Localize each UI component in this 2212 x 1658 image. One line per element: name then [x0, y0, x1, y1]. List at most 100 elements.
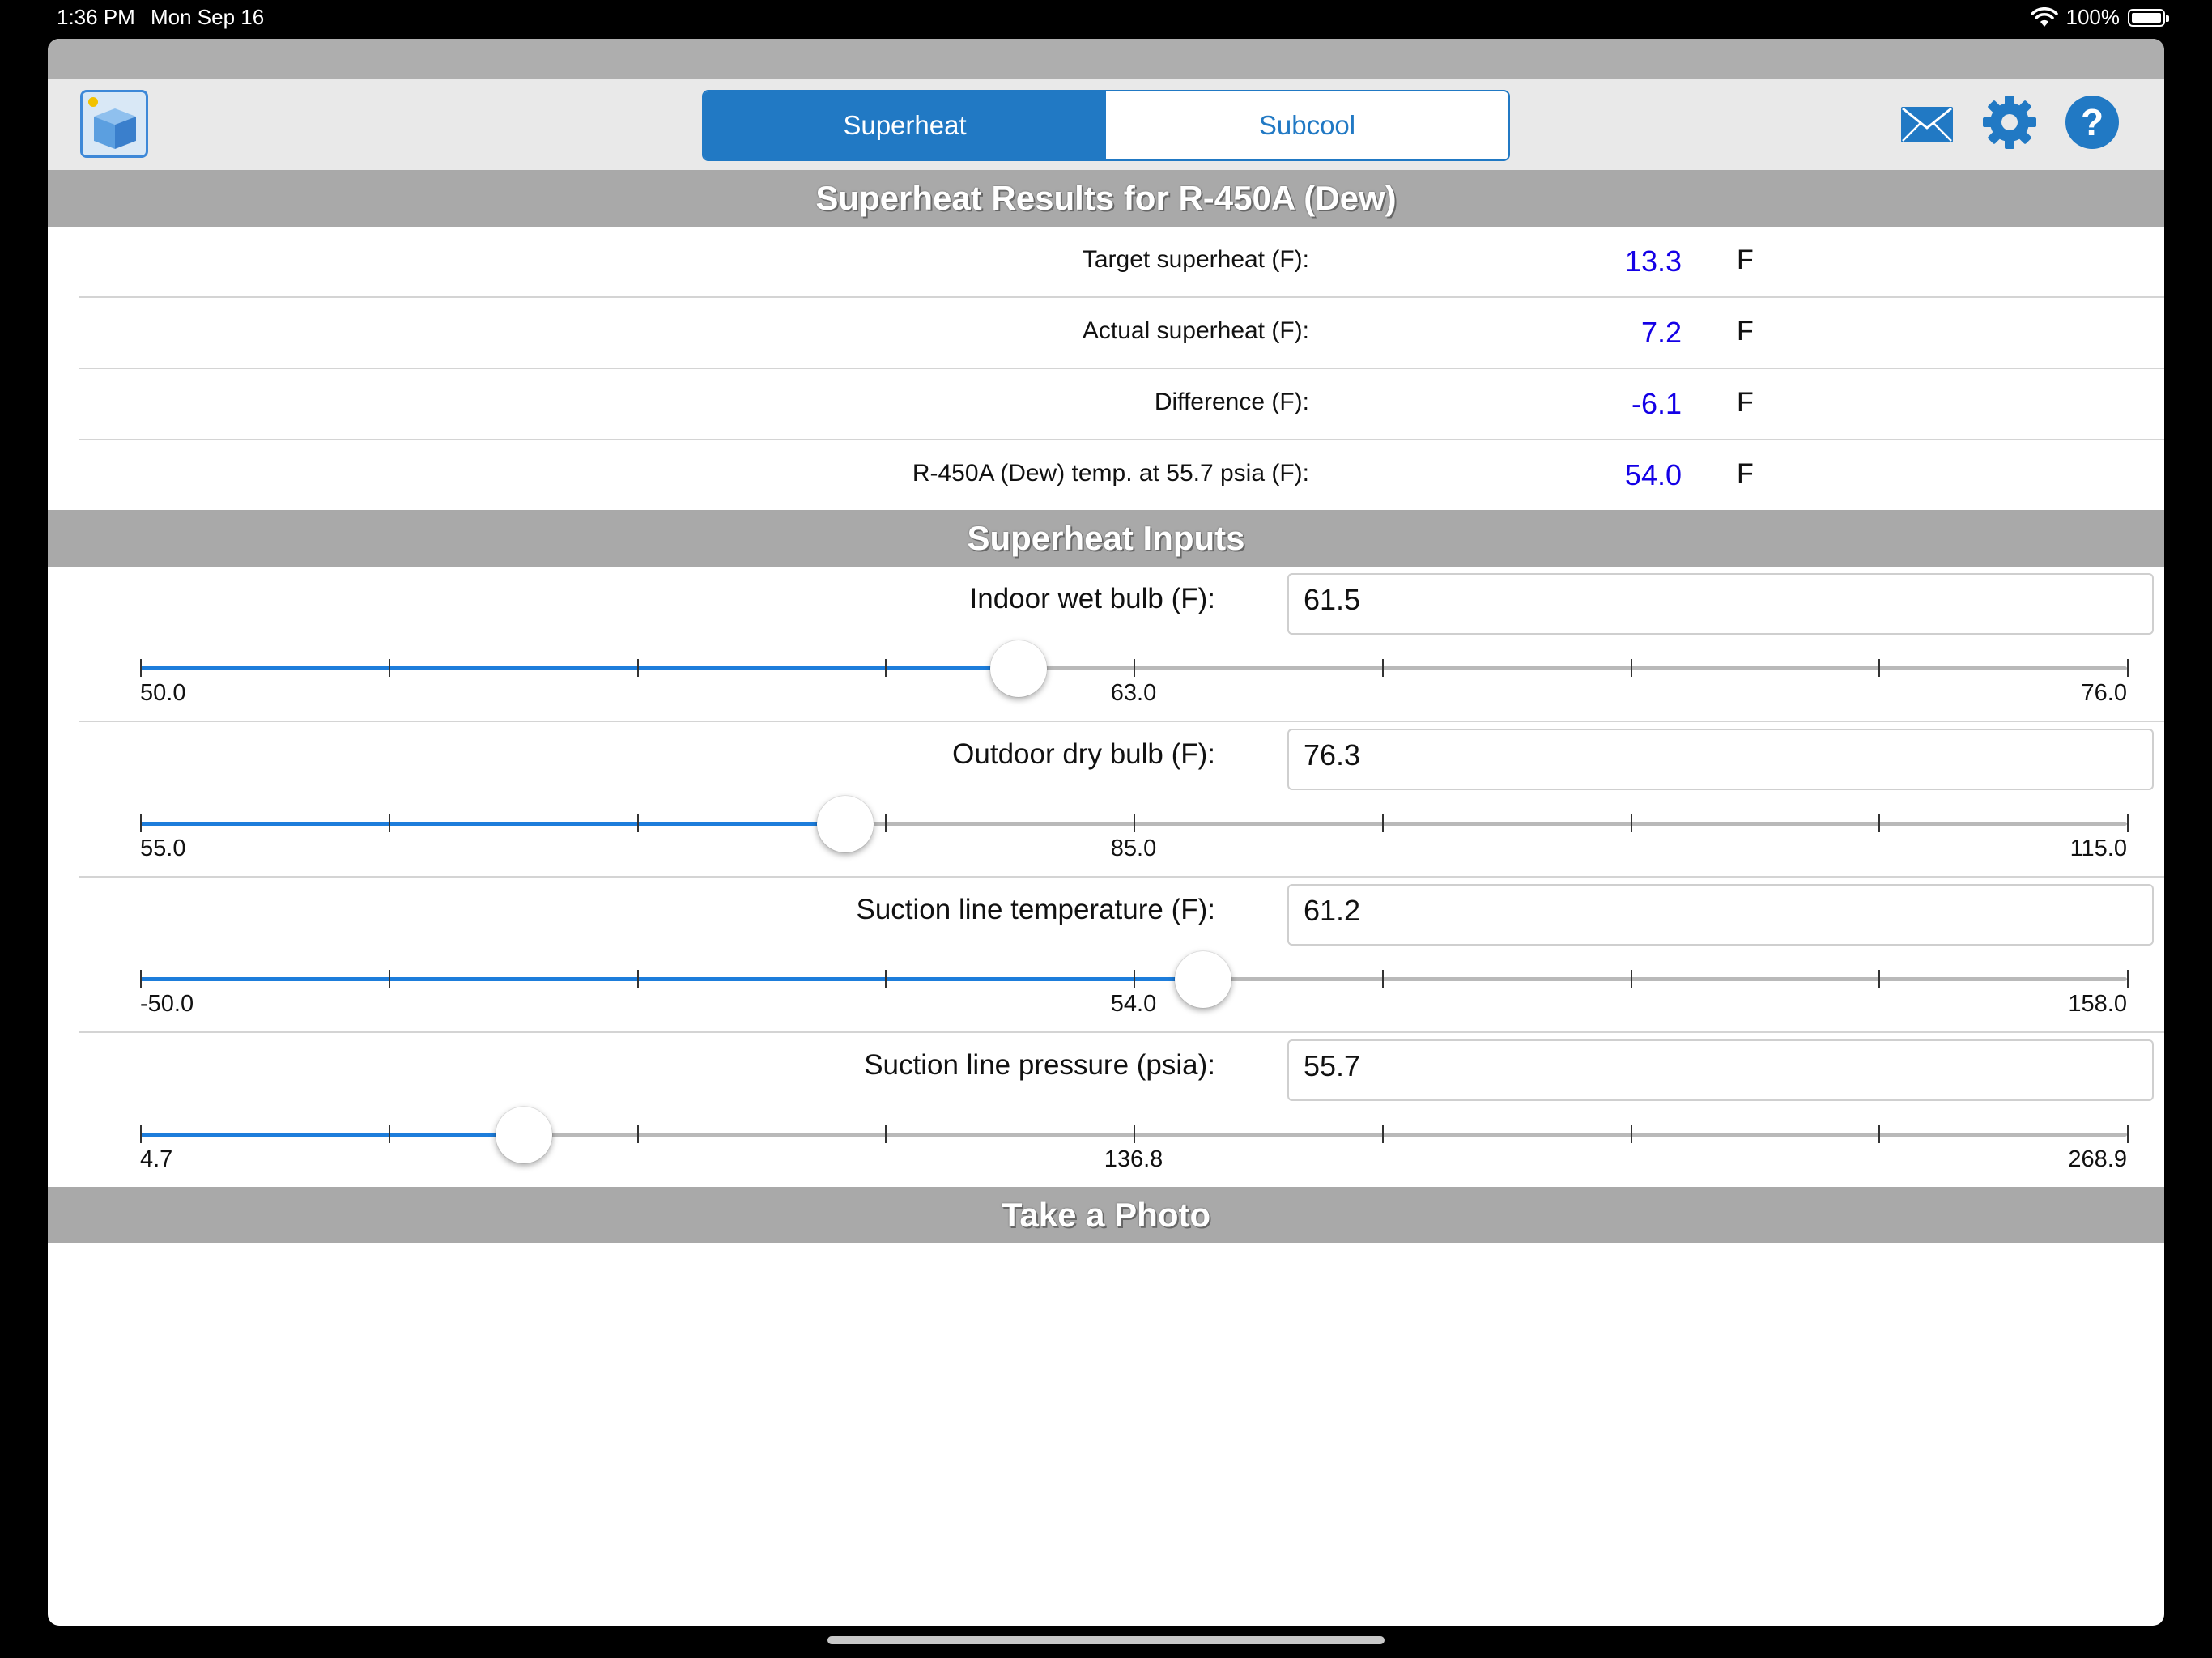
title-strip — [48, 39, 2164, 79]
result-value: 7.2 — [1640, 316, 1682, 349]
slider-min-label: 55.0 — [140, 835, 186, 861]
outdoor-dry-bulb-field[interactable]: 76.3 — [1287, 729, 2154, 790]
slider-tick — [885, 814, 887, 832]
slider-tick — [388, 1125, 390, 1143]
results-header: Superheat Results for R-450A (Dew) — [48, 170, 2164, 227]
slider-tick — [388, 814, 390, 832]
slider-min-label: 4.7 — [140, 1146, 173, 1172]
slider-tick — [388, 970, 390, 988]
slider-mid-label: 54.0 — [1110, 991, 1157, 1017]
slider-tick — [140, 814, 142, 832]
slider-thumb[interactable] — [1174, 951, 1231, 1008]
inputs-list: Indoor wet bulb (F): 61.5 50.0 63.0 76.0… — [48, 567, 2164, 1187]
slider-tick — [1381, 814, 1384, 832]
status-date: Mon Sep 16 — [151, 5, 265, 29]
outdoor-dry-bulb-slider[interactable]: 55.0 85.0 115.0 — [140, 796, 2129, 861]
result-row-saturation-temp: R-450A (Dew) temp. at 55.7 psia (F): 54.… — [79, 440, 2164, 510]
slider-tick — [1878, 1125, 1881, 1143]
svg-text:?: ? — [2081, 101, 2104, 143]
slider-tick — [140, 1125, 142, 1143]
slider-tick — [1630, 659, 1632, 677]
result-label: R-450A (Dew) temp. at 55.7 psia (F): — [912, 460, 1309, 487]
suction-line-pressure-field[interactable]: 55.7 — [1287, 1039, 2154, 1101]
input-label: Suction line temperature (F): — [856, 894, 1215, 925]
result-label: Actual superheat (F): — [1082, 317, 1309, 344]
slider-max-label: 76.0 — [2081, 680, 2127, 706]
result-label: Difference (F): — [1154, 389, 1309, 415]
result-value: 54.0 — [1624, 458, 1682, 491]
slider-thumb[interactable] — [495, 1107, 552, 1163]
slider-tick — [1630, 970, 1632, 988]
result-row-difference: Difference (F): -6.1 F — [79, 369, 2164, 440]
slider-tick — [636, 1125, 639, 1143]
slider-tick — [388, 659, 390, 677]
result-unit: F — [1737, 458, 1754, 489]
wifi-icon — [2030, 6, 2058, 27]
slider-tick — [2127, 970, 2129, 988]
mail-icon[interactable] — [1899, 104, 1955, 146]
input-label: Suction line pressure (psia): — [864, 1049, 1215, 1081]
slider-tick — [2127, 814, 2129, 832]
slider-fill — [140, 1133, 524, 1137]
indoor-wet-bulb-field[interactable]: 61.5 — [1287, 573, 2154, 635]
tab-subcool[interactable]: Subcool — [1258, 110, 1356, 140]
slider-tick — [140, 659, 142, 677]
photo-header[interactable]: Take a Photo — [48, 1187, 2164, 1244]
slider-max-label: 158.0 — [2068, 991, 2127, 1017]
help-icon[interactable]: ? — [2064, 94, 2121, 151]
slider-tick — [885, 1125, 887, 1143]
result-unit: F — [1737, 387, 1754, 418]
slider-tick — [1381, 659, 1384, 677]
suction-line-pressure-slider[interactable]: 4.7 136.8 268.9 — [140, 1107, 2129, 1172]
suction-line-temperature-field[interactable]: 61.2 — [1287, 884, 2154, 946]
slider-tick — [1630, 1125, 1632, 1143]
toolbar: Superheat Subcool — [48, 79, 2164, 170]
slider-tick — [636, 659, 639, 677]
slider-tick — [2127, 1125, 2129, 1143]
input-suction-line-pressure: Suction line pressure (psia): 55.7 4.7 1… — [79, 1033, 2164, 1187]
slider-thumb[interactable] — [817, 796, 874, 852]
result-unit: F — [1737, 244, 1754, 275]
indoor-wet-bulb-slider[interactable]: 50.0 63.0 76.0 — [140, 640, 2129, 706]
input-label: Indoor wet bulb (F): — [969, 583, 1215, 614]
result-value: -6.1 — [1631, 387, 1682, 420]
slider-tick — [140, 970, 142, 988]
slider-tick — [1878, 814, 1881, 832]
slider-fill — [140, 822, 846, 826]
app-icon[interactable] — [80, 90, 148, 158]
battery-percent: 100% — [2065, 5, 2121, 29]
slider-fill — [140, 977, 1203, 981]
inputs-header: Superheat Inputs — [48, 510, 2164, 567]
slider-tick — [2127, 659, 2129, 677]
gear-icon[interactable] — [1981, 94, 2038, 151]
input-indoor-wet-bulb: Indoor wet bulb (F): 61.5 50.0 63.0 76.0 — [79, 567, 2164, 722]
status-time: 1:36 PM — [57, 5, 135, 29]
result-row-target-superheat: Target superheat (F): 13.3 F — [79, 227, 2164, 298]
slider-min-label: -50.0 — [140, 991, 194, 1017]
input-label: Outdoor dry bulb (F): — [952, 738, 1215, 770]
input-outdoor-dry-bulb: Outdoor dry bulb (F): 76.3 55.0 85.0 115… — [79, 722, 2164, 878]
app-window: Superheat Subcool — [48, 39, 2164, 1626]
slider-mid-label: 63.0 — [1110, 680, 1157, 706]
tab-superheat[interactable]: Superheat — [704, 91, 1106, 159]
result-row-actual-superheat: Actual superheat (F): 7.2 F — [79, 298, 2164, 369]
slider-tick — [1134, 1125, 1135, 1143]
slider-max-label: 115.0 — [2069, 835, 2127, 861]
slider-thumb[interactable] — [989, 640, 1047, 697]
slider-tick — [1630, 814, 1632, 832]
mode-segmented-control: Superheat Subcool — [702, 90, 1510, 161]
slider-max-label: 268.9 — [2068, 1146, 2127, 1172]
slider-tick — [1878, 970, 1881, 988]
slider-tick — [1381, 970, 1384, 988]
slider-min-label: 50.0 — [140, 680, 186, 706]
status-right: 100% — [2030, 5, 2169, 30]
slider-tick — [885, 659, 887, 677]
slider-tick — [1878, 659, 1881, 677]
home-indicator[interactable] — [827, 1636, 1385, 1644]
slider-tick — [636, 970, 639, 988]
slider-fill — [140, 666, 1019, 670]
slider-tick — [1381, 1125, 1384, 1143]
slider-tick — [885, 970, 887, 988]
suction-line-temperature-slider[interactable]: -50.0 54.0 158.0 — [140, 951, 2129, 1017]
slider-mid-label: 136.8 — [1104, 1146, 1163, 1172]
